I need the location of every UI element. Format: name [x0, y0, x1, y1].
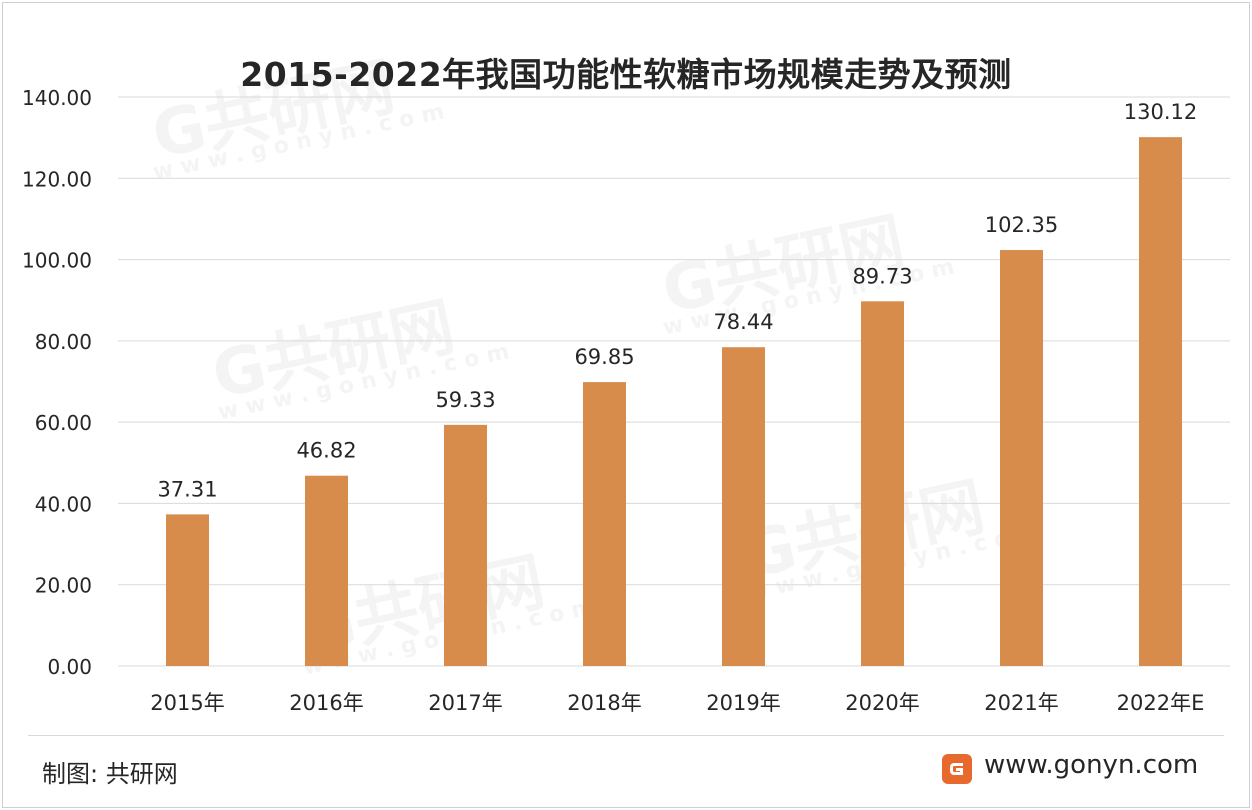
bar: [583, 382, 626, 666]
gonyn-logo-icon: [942, 754, 972, 784]
y-tick-label: 80.00: [35, 330, 92, 354]
bar: [166, 514, 209, 666]
data-label: 59.33: [435, 388, 495, 412]
x-tick-label: 2020年: [845, 691, 919, 715]
website-url: www.gonyn.com: [984, 750, 1199, 780]
y-tick-label: 40.00: [35, 492, 92, 516]
x-tick-label: 2018年: [567, 691, 641, 715]
x-tick-label: 2017年: [428, 691, 502, 715]
data-label: 46.82: [296, 439, 356, 463]
bar: [305, 475, 348, 666]
y-tick-label: 20.00: [35, 574, 92, 598]
y-tick-label: 120.00: [22, 167, 92, 191]
bar: [861, 301, 904, 666]
data-label: 78.44: [713, 310, 773, 334]
x-tick-label: 2019年: [706, 691, 780, 715]
x-tick-label: 2022年E: [1117, 691, 1205, 715]
data-label: 130.12: [1124, 100, 1197, 124]
data-label: 102.35: [985, 213, 1058, 237]
bar: [444, 424, 487, 666]
bar-chart: 0.00 20.00 40.00 60.00 80.00 100.00 120.00 140.…: [22, 86, 1230, 715]
data-label: 69.85: [574, 345, 634, 369]
y-tick-label: 60.00: [35, 411, 92, 435]
x-tick-label: 2016年: [289, 691, 363, 715]
bar: [1139, 137, 1182, 666]
footer-divider: [28, 735, 1224, 736]
bar: [722, 347, 765, 666]
x-tick-label: 2015年: [150, 691, 224, 715]
chart-title: 2015-2022年我国功能性软糖市场规模走势及预测: [240, 55, 1012, 94]
data-label: 37.31: [157, 477, 217, 501]
data-label: 89.73: [852, 264, 912, 288]
x-tick-label: 2021年: [984, 691, 1058, 715]
y-tick-label: 0.00: [47, 655, 92, 679]
y-tick-label: 140.00: [22, 86, 92, 110]
bar: [1000, 250, 1043, 666]
y-tick-label: 100.00: [22, 249, 92, 273]
source-label: 制图: 共研网: [42, 760, 178, 788]
